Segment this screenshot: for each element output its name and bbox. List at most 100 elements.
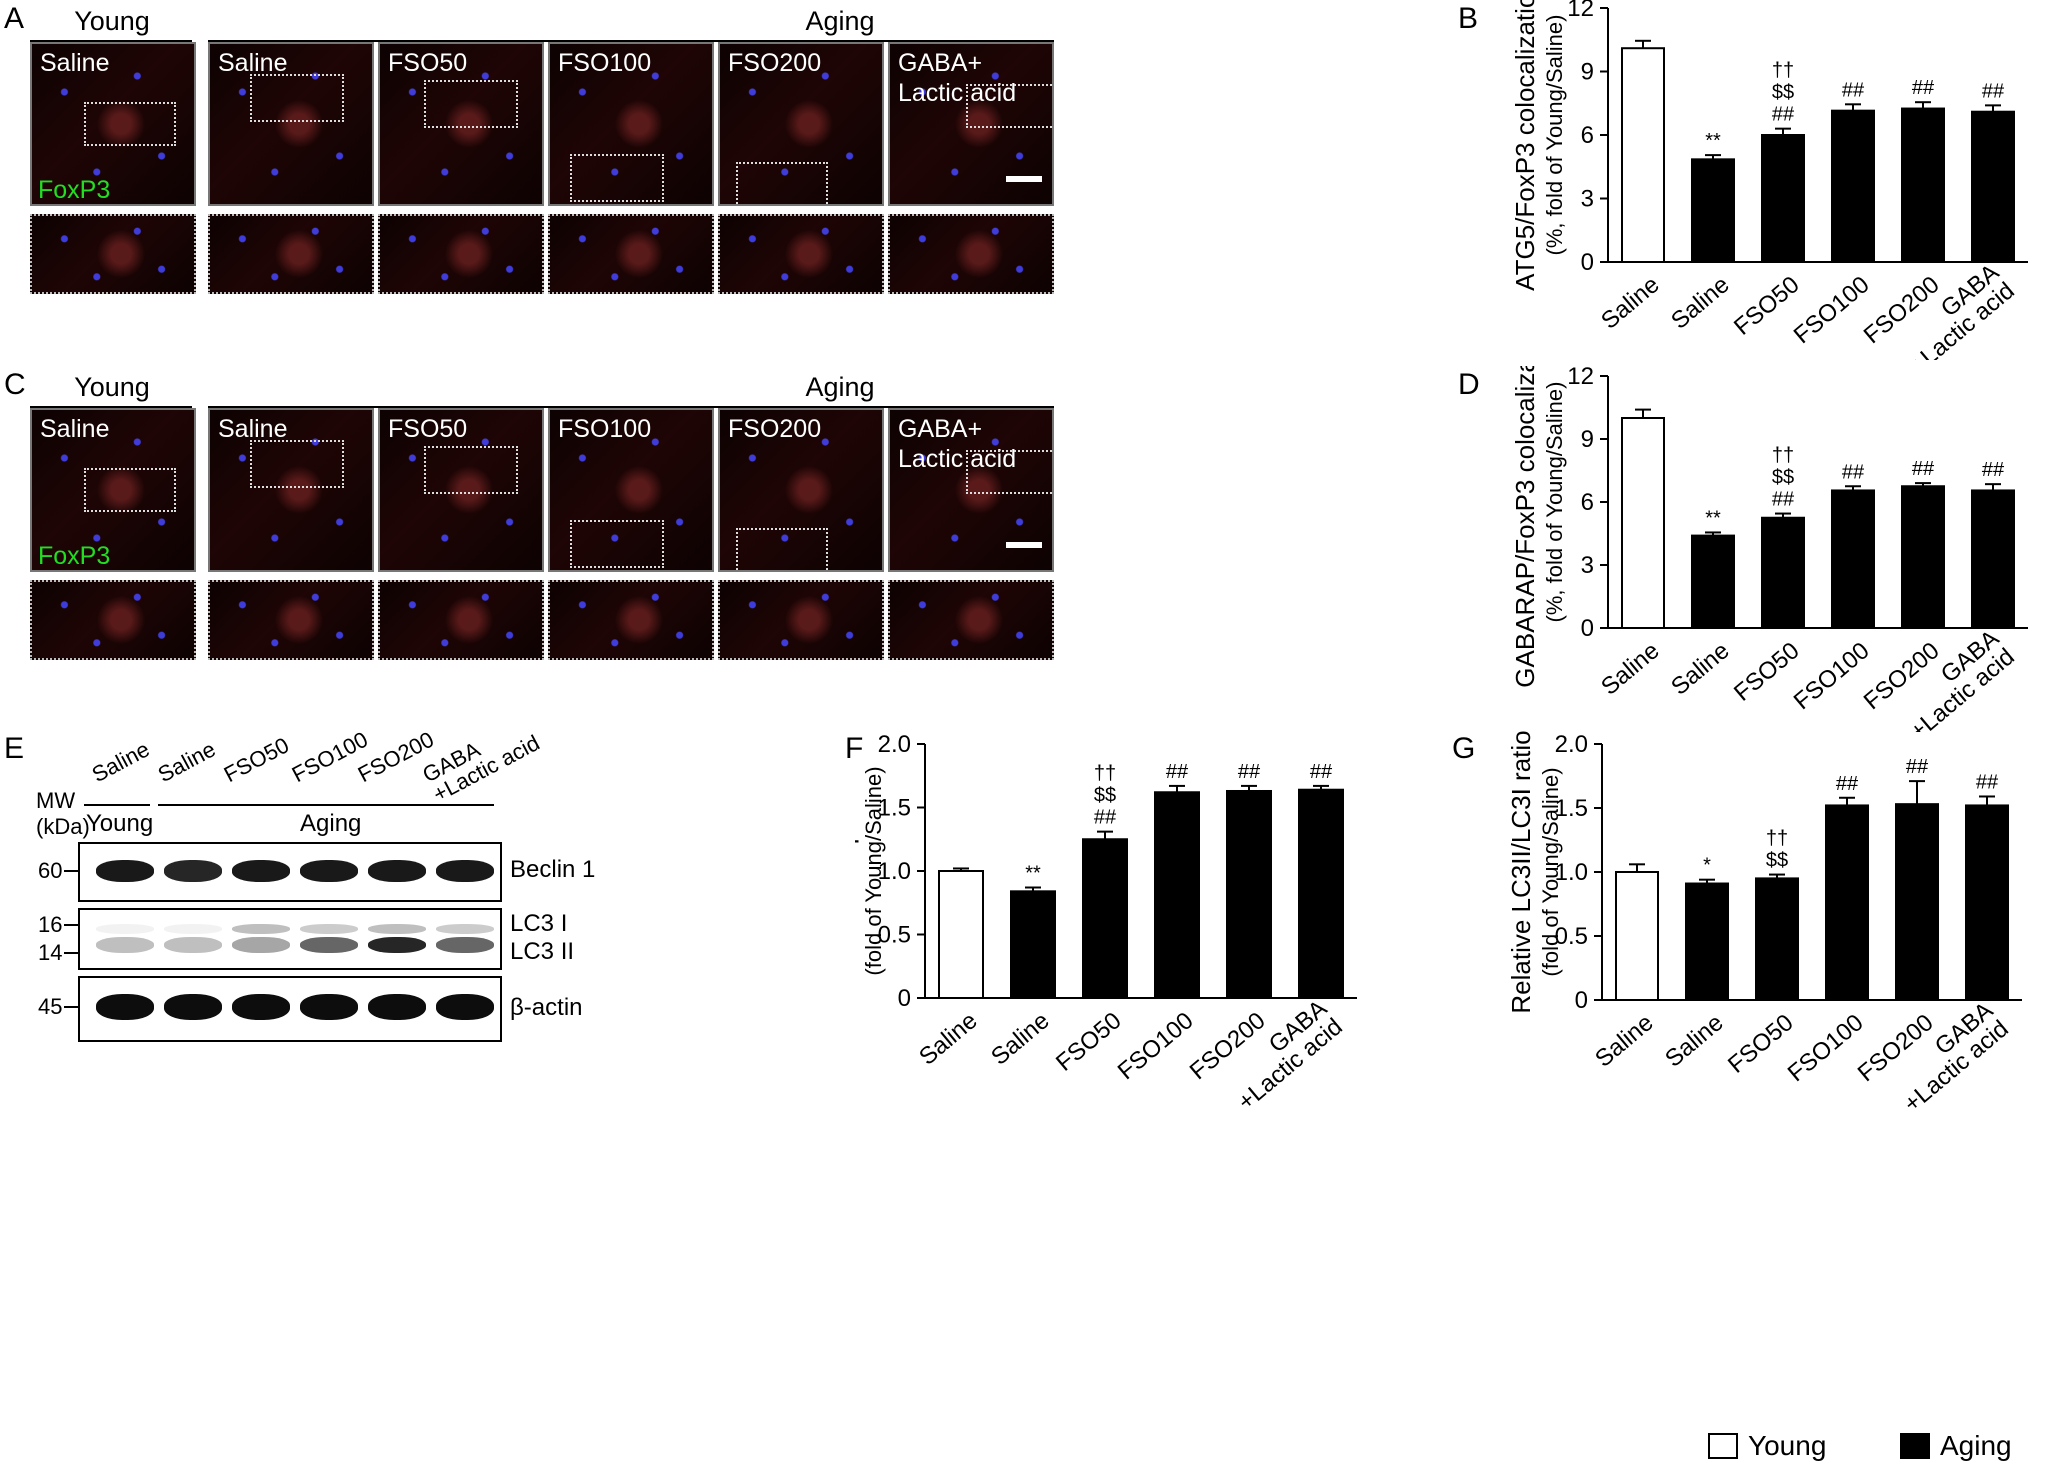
micrograph-c-label-3: FSO50 [388,415,468,443]
y-axis-label-d: GABARAP/FoxP3 colocalization(%, fold of … [1510,366,1567,688]
x-tick-label-d-1: Saline [1596,637,1664,701]
x-tick-label-f-1: Saline [914,1007,982,1071]
y-tick-label-f-2: 1.0 [878,858,911,885]
band-lc3-ii-3 [232,937,290,953]
mw-tick-60 [64,870,80,872]
annotation-f-3-1: †† [1094,763,1116,785]
y-tick-label-b-4: 12 [1567,0,1594,22]
annotation-f-2-1: ** [1025,863,1041,885]
bar-d-2 [1691,534,1735,630]
band-lc3-ii-2 [164,937,222,953]
blot-lc3 [78,908,502,970]
annotation-d-3-1: †† [1772,445,1794,467]
x-tick-label-g-4: FSO100 [1783,1009,1869,1087]
micrograph-c-1: Saline FoxP3/GABARAP [30,408,196,572]
y-tick-label-d-1: 3 [1581,552,1594,579]
micrograph-c-4: FSO100 [548,408,714,572]
bar-g-4 [1825,804,1869,1001]
micrograph-a-3: FSO50 [378,42,544,206]
annotation-b-4-1: ## [1842,79,1865,101]
stain-legend-c: FoxP3/GABARAP [38,542,111,570]
x-tick-label-f-4: FSO100 [1113,1007,1199,1085]
group-label-young-c: Young [74,372,150,402]
x-tick-label-d-4: FSO100 [1789,637,1875,715]
panel-letter-c: C [4,368,26,401]
bar-d-6 [1971,489,2015,629]
lane-label-6: GABA +Lactic acid [418,729,544,807]
micrograph-a-label-4: FSO100 [558,49,652,77]
bar-b-1 [1621,47,1665,264]
roi-box-c-4 [570,520,664,568]
annotation-f-3-2: $$ [1094,785,1116,807]
band-actin-3 [232,994,290,1020]
lane-label-4: FSO100 [287,726,372,788]
mw-marker-14: 14 [38,940,63,965]
bar-f-3 [1082,838,1128,999]
bar-g-1 [1615,871,1659,1001]
panel-letter-f: F [845,732,864,765]
micrograph-zoom-c-4 [548,580,714,660]
band-lc3-i-5 [368,924,426,934]
mw-marker-45: 45 [38,994,63,1019]
micrograph-zoom-a-4 [548,214,714,294]
y-axis-label-f: Relative Beclin1 protein level(fold of Y… [855,730,886,1038]
mw-title: MW (kDa) [36,788,90,839]
stain-legend-a: FoxP3/ATG5 [38,176,111,204]
y-tick-label-f-0: 0 [898,985,911,1012]
band-actin-1 [96,994,154,1020]
micrograph-c-5: FSO200 [718,408,884,572]
legend-young: Young [1708,1430,1826,1462]
annotation-f-5-1: ## [1238,761,1261,783]
x-tick-label-b-2: Saline [1666,271,1734,335]
x-tick-label-f-2: Saline [986,1007,1054,1071]
annotation-b-3-2: $$ [1772,82,1794,104]
y-tick-label-b-1: 3 [1581,186,1594,213]
band-lc3-i-3 [232,924,290,934]
annotation-g-3-1: †† [1766,828,1788,850]
micrograph-a-2: Saline [208,42,374,206]
group-line-young-c [30,406,192,408]
legend-young-label: Young [1748,1430,1827,1461]
group-label-aging: Aging [805,6,875,36]
roi-box-a-3 [424,80,518,128]
micrograph-c-2: Saline [208,408,374,572]
annotation-d-3-3: ## [1772,489,1795,511]
micrograph-zoom-c-1 [30,580,196,660]
y-tick-label-f-4: 2.0 [878,731,911,758]
annotation-g-4-1: ## [1836,773,1859,795]
x-tick-label-b-1: Saline [1596,271,1664,335]
group-line-aging [208,40,1054,42]
roi-box-c-2 [250,440,344,488]
micrograph-a-label-6: GABA+ Lactic acid [898,49,1017,107]
panel-letter-g: G [1452,732,1476,765]
roi-box-a-1 [84,102,176,146]
bar-f-1 [938,870,984,999]
band-beclin1-5 [368,860,426,882]
band-beclin1-1 [96,860,154,882]
bar-f-6 [1298,788,1344,999]
annotation-d-5-1: ## [1912,458,1935,480]
annotation-b-5-1: ## [1912,77,1935,99]
micrograph-a-label-2: Saline [218,49,288,77]
group-line-young [30,40,192,42]
mw-marker-16: 16 [38,912,63,937]
scale-bar-a [1006,176,1042,182]
annotation-b-2-1: ** [1705,130,1721,152]
group-line-aging-c [208,406,1054,408]
y-tick-label-d-0: 0 [1581,615,1594,642]
band-actin-4 [300,994,358,1020]
bar-d-5 [1901,485,1945,629]
bar-f-5 [1226,789,1272,999]
band-lc3-ii-5 [368,937,426,953]
micrograph-zoom-a-3 [378,214,544,294]
micrograph-c-label-5: FSO200 [728,415,822,443]
protein-beta-actin: β-actin [510,994,583,1021]
legend-young-swatch [1708,1433,1738,1459]
mw-tick-16 [64,924,80,926]
band-beclin1-3 [232,860,290,882]
annotation-d-4-1: ## [1842,461,1865,483]
y-tick-label-d-2: 6 [1581,489,1594,516]
legend-aging-label: Aging [1940,1430,2012,1461]
